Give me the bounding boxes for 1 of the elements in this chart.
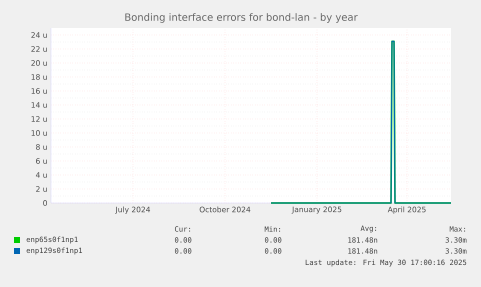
chart-title: Bonding interface errors for bond-lan - by year <box>125 13 358 23</box>
